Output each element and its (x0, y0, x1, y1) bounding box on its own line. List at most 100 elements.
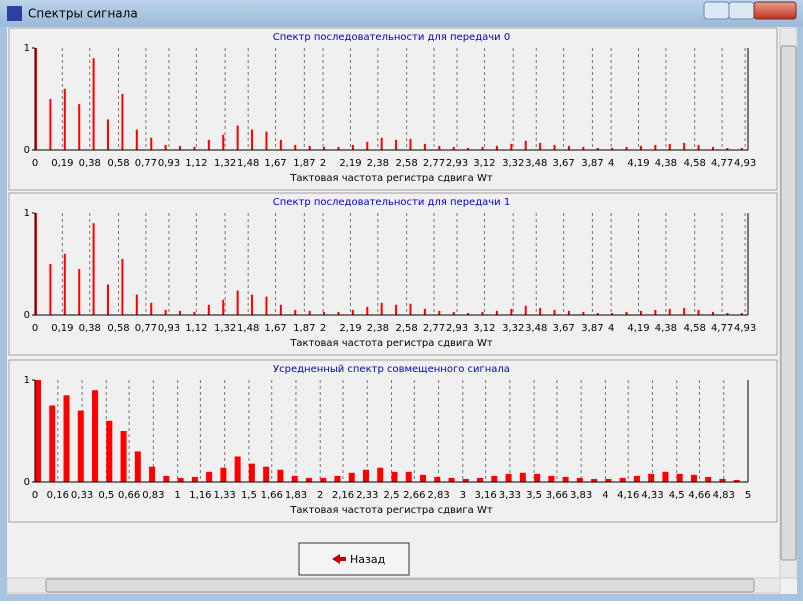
x-tick-label: 3,12 (473, 158, 495, 169)
spectrum-bar (63, 395, 70, 482)
spectrum-bar (395, 139, 398, 150)
spectrum-bar (179, 145, 182, 150)
spectrum-bar (35, 213, 37, 315)
spectrum-bar (366, 306, 369, 315)
spectrum-bar (337, 311, 340, 315)
spectrum-bar (619, 477, 626, 482)
spectrum-bar (265, 296, 268, 315)
title-bar (0, 0, 803, 27)
x-tick-label: 1,12 (185, 158, 207, 169)
y-tick-label: 1 (24, 375, 30, 386)
spectrum-bar (206, 471, 213, 482)
x-tick-label: 2,33 (356, 490, 378, 501)
spectrum-bar (234, 456, 241, 482)
maximize-button[interactable] (728, 1, 755, 20)
spectrum-bar (106, 420, 113, 482)
spectrum-bar (222, 299, 225, 315)
spectrum-bar (491, 475, 498, 482)
x-tick-label: 1,83 (285, 490, 307, 501)
spectrum-bar (611, 147, 614, 150)
spectrum-bar (277, 469, 284, 482)
x-tick-label: 0,93 (158, 323, 180, 334)
y-tick-label: 0 (24, 145, 30, 156)
back-button-label[interactable]: Назад (350, 553, 386, 566)
x-tick-label: 4,77 (711, 158, 733, 169)
x-tick-label: 4,93 (734, 323, 756, 334)
spectrum-bar (377, 467, 384, 482)
x-tick-label: 0,38 (79, 323, 101, 334)
x-tick-label: 0,66 (118, 490, 140, 501)
spectrum-bar (163, 475, 170, 482)
spectrum-bar (495, 310, 498, 315)
spectrum-bar (591, 478, 598, 482)
spectrum-bar (697, 144, 700, 150)
x-tick-label: 3,48 (525, 158, 547, 169)
x-tick-label: 0,19 (51, 323, 73, 334)
plot-area (35, 213, 748, 315)
spectrum-bar (164, 309, 167, 315)
x-tick-label: 2,93 (446, 323, 468, 334)
x-tick-label: 4,5 (669, 490, 685, 501)
scroll-thumb[interactable] (45, 578, 755, 593)
back-button[interactable] (298, 542, 410, 576)
spectrum-bar (553, 309, 556, 315)
spectrum-bar (351, 144, 354, 150)
spectrum-bar (251, 294, 254, 315)
spectrum-bar (135, 129, 138, 150)
spectrum-bar (366, 141, 369, 150)
close-button[interactable] (753, 1, 797, 20)
spectrum-bar (308, 310, 311, 315)
spectrum-bar (567, 310, 570, 315)
spectrum-bar (193, 311, 196, 315)
spectrum-bar (726, 147, 729, 150)
x-tick-label: 3,32 (502, 323, 524, 334)
spectrum-bar (420, 474, 427, 482)
spectrum-bar (279, 304, 282, 315)
spectrum-bar (633, 475, 640, 482)
x-tick-label: 2,58 (395, 323, 417, 334)
x-tick-label: 4,58 (684, 158, 706, 169)
x-tick-label: 1,66 (261, 490, 283, 501)
spectrum-bar (534, 473, 541, 482)
spectrum-bar (134, 451, 141, 482)
spectrum-bar (690, 474, 697, 482)
y-tick-label: 0 (24, 477, 30, 488)
spectrum-bar (654, 309, 657, 315)
spectrum-bar (705, 476, 712, 482)
x-tick-label: 1,48 (237, 158, 259, 169)
spectrum-bar (409, 138, 412, 150)
x-tick-label: 1,48 (237, 323, 259, 334)
spectrum-bar (740, 147, 743, 150)
spectrum-bar (150, 302, 153, 315)
spectrum-bar (733, 479, 740, 482)
spectrum-bar (337, 146, 340, 150)
spectrum-bar (179, 310, 182, 315)
spectrum-bar (263, 466, 270, 482)
spectrum-bar (92, 58, 95, 151)
x-tick-label: 1,67 (264, 158, 286, 169)
x-tick-label: 4,38 (655, 158, 677, 169)
x-tick-label: 4 (602, 490, 608, 501)
spectrum-bar (193, 146, 196, 150)
x-tick-label: 4 (608, 323, 614, 334)
scroll-thumb[interactable] (780, 45, 797, 561)
y-tick-label: 0 (24, 310, 30, 321)
spectrum-bar (582, 146, 585, 150)
spectrum-bar (477, 477, 484, 482)
x-tick-label: 1,33 (214, 490, 236, 501)
spectrum-bar (683, 307, 686, 315)
spectrum-bar (539, 142, 542, 150)
spectrum-bar (481, 311, 484, 315)
x-tick-label: 3,5 (526, 490, 542, 501)
minimize-button[interactable] (703, 1, 730, 20)
spectrum-bar (63, 253, 66, 315)
spectrum-bar (236, 125, 239, 150)
x-tick-label: 3,12 (473, 323, 495, 334)
spectrum-bar (434, 476, 441, 482)
x-tick-label: 0 (32, 323, 38, 334)
spectrum-bar (63, 88, 66, 150)
x-tick-label: 1,32 (214, 323, 236, 334)
x-tick-label: 4,77 (711, 323, 733, 334)
spectrum-bar (380, 302, 383, 315)
spectrum-bar (662, 471, 669, 482)
